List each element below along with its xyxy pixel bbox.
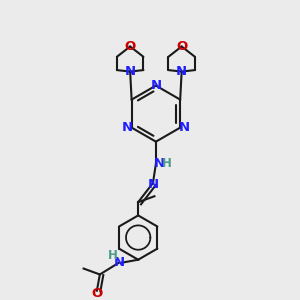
Text: N: N — [113, 256, 124, 269]
Text: N: N — [124, 65, 136, 78]
Text: N: N — [150, 79, 161, 92]
Text: N: N — [176, 65, 187, 78]
Text: O: O — [91, 286, 103, 300]
Text: H: H — [162, 157, 172, 170]
Text: O: O — [124, 40, 136, 53]
Text: N: N — [147, 178, 158, 191]
Text: O: O — [176, 40, 187, 53]
Text: N: N — [122, 121, 133, 134]
Text: N: N — [179, 121, 190, 134]
Text: H: H — [108, 249, 118, 262]
Text: N: N — [153, 157, 164, 170]
